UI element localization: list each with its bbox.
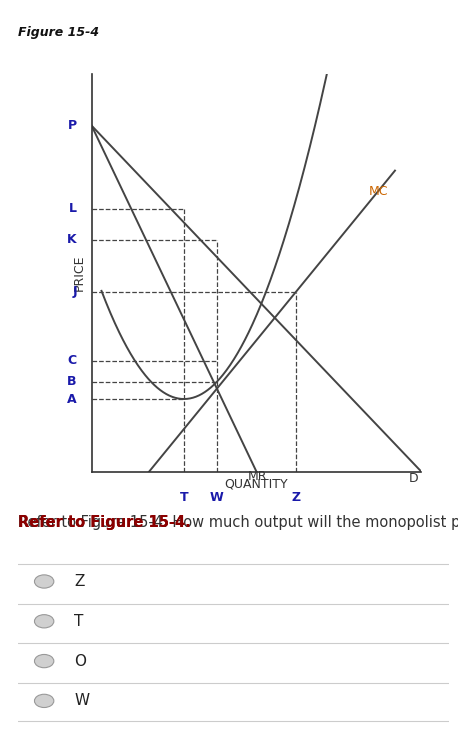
- Ellipse shape: [34, 694, 54, 708]
- Text: Refer to Figure 15-4. How much output will the monopolist produce in order to ma: Refer to Figure 15-4. How much output wi…: [18, 515, 458, 530]
- Text: Refer to Figure 15-4.: Refer to Figure 15-4.: [18, 515, 191, 530]
- Text: W: W: [210, 491, 224, 503]
- Text: Figure 15-4: Figure 15-4: [18, 26, 99, 39]
- Text: T: T: [74, 614, 84, 629]
- Text: Z: Z: [74, 574, 85, 589]
- Text: O: O: [74, 654, 86, 668]
- Text: D: D: [408, 472, 418, 485]
- Text: C: C: [68, 354, 77, 368]
- Ellipse shape: [34, 615, 54, 628]
- Text: MR: MR: [248, 470, 268, 483]
- Text: B: B: [67, 375, 77, 388]
- Text: J: J: [72, 285, 77, 298]
- Text: Refer to Figure 15-4.: Refer to Figure 15-4.: [18, 515, 191, 530]
- Text: Z: Z: [291, 491, 300, 503]
- Text: L: L: [69, 202, 77, 215]
- Text: A: A: [67, 393, 77, 405]
- Ellipse shape: [34, 575, 54, 588]
- Text: K: K: [67, 234, 77, 246]
- Y-axis label: PRICE: PRICE: [73, 254, 86, 291]
- Text: W: W: [74, 694, 89, 708]
- Text: MC: MC: [369, 185, 388, 198]
- Ellipse shape: [34, 654, 54, 668]
- Text: P: P: [68, 119, 77, 132]
- X-axis label: QUANTITY: QUANTITY: [225, 478, 288, 490]
- Text: T: T: [180, 491, 188, 503]
